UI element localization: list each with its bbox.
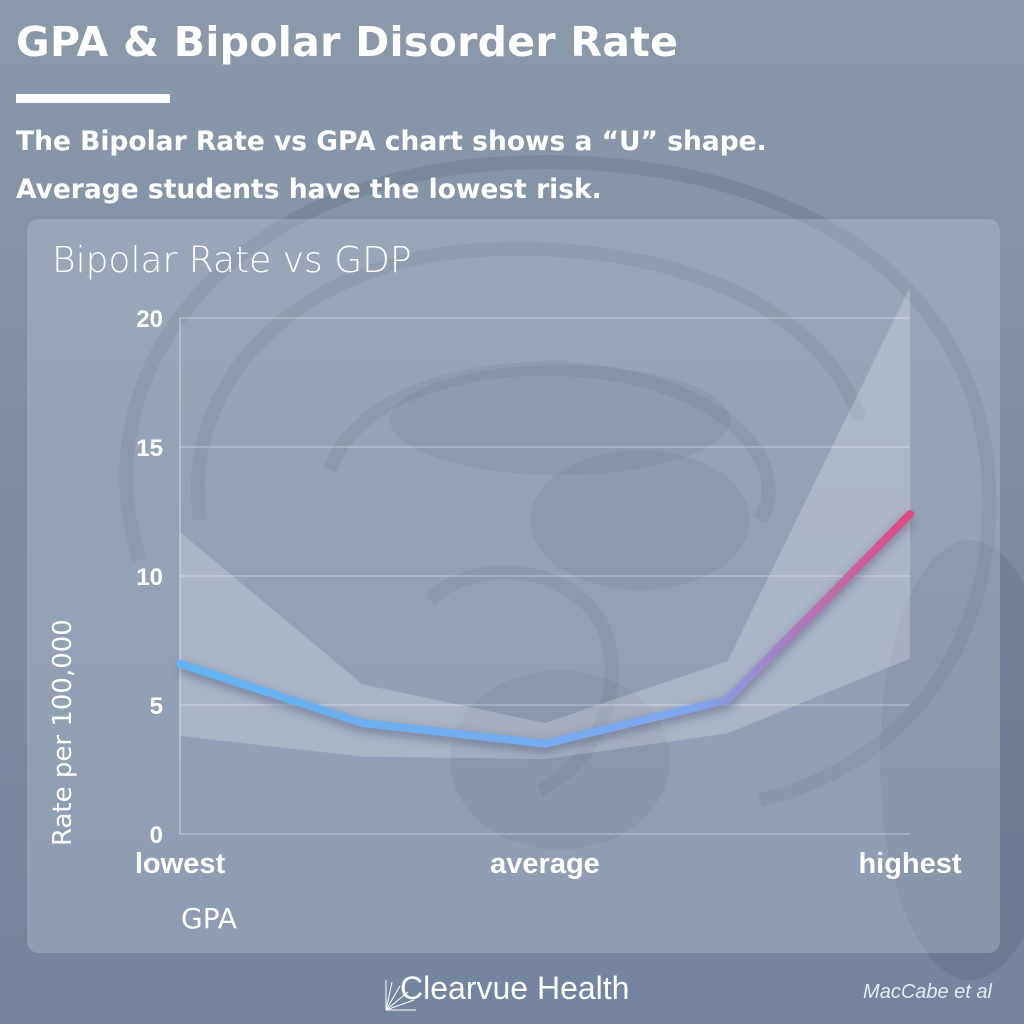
y-tick-label: 0 bbox=[150, 822, 163, 849]
confidence-band bbox=[180, 287, 910, 760]
series-line bbox=[176, 510, 914, 748]
y-axis-label: Rate per 100,000 bbox=[48, 619, 78, 846]
y-tick-label: 15 bbox=[136, 435, 163, 462]
y-tick-label: 5 bbox=[150, 693, 163, 720]
clearvue-logo-icon bbox=[385, 980, 416, 1011]
main-title: GPA & Bipolar Disorder Rate bbox=[16, 18, 679, 66]
subtitle-line-2: Average students have the lowest risk. bbox=[16, 174, 602, 205]
subtitle-line-1: The Bipolar Rate vs GPA chart shows a “U… bbox=[16, 126, 767, 157]
chart-title: Bipolar Rate vs GDP bbox=[52, 240, 412, 281]
x-tick-label: highest bbox=[858, 848, 961, 880]
title-underline bbox=[16, 94, 170, 103]
y-tick-label: 20 bbox=[136, 306, 163, 333]
source-citation: MacCabe et al bbox=[863, 981, 992, 1003]
x-tick-label: lowest bbox=[135, 848, 226, 880]
y-tick-label: 10 bbox=[136, 564, 163, 591]
x-axis-label: GPA bbox=[181, 902, 237, 935]
brand-name: Clearvue Health bbox=[400, 970, 630, 1006]
x-tick-label: average bbox=[490, 848, 600, 880]
